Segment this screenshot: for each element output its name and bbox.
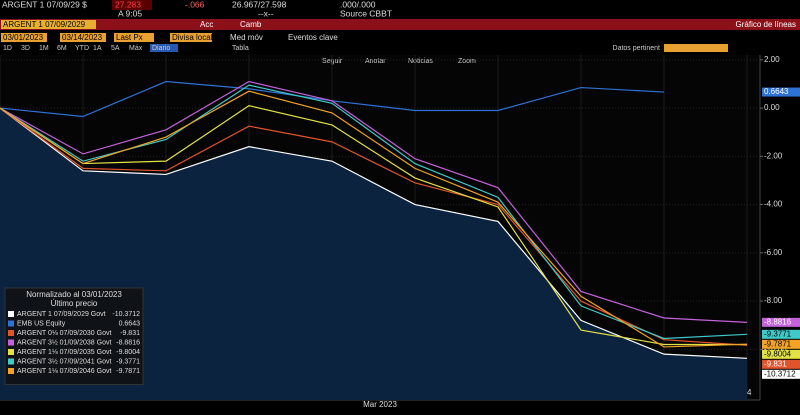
period-button[interactable]: 1D (3, 45, 12, 52)
y-tick-label: -2.00 (764, 151, 783, 160)
series-line (0, 105, 748, 346)
last-value-label: -9.8004 (764, 349, 792, 358)
change: -.066 (185, 0, 205, 9)
series-line (0, 107, 748, 346)
security[interactable]: ARGENT 1 07/09/2029 (3, 20, 86, 29)
series-line (0, 90, 748, 348)
field[interactable]: Last Px (116, 33, 143, 42)
ticker: ARGENT 1 07/09/29 $ (2, 0, 87, 9)
legend-title: Normalizado al 03/01/2023 (26, 290, 122, 299)
legend-value: -8.8816 (116, 339, 140, 346)
legend-label: ARGENT 3½ 01/09/2038 Govt (17, 338, 111, 346)
end-box[interactable] (60, 33, 106, 42)
tool-button[interactable]: Zoom (458, 58, 476, 65)
currency-box[interactable] (170, 33, 212, 42)
period-button[interactable]: Máx (129, 45, 143, 52)
last-value-label: -9.3771 (764, 329, 792, 338)
size: .000/.000 (340, 0, 376, 9)
legend-swatch (8, 358, 14, 365)
legend-swatch (8, 330, 14, 336)
legend-label: EMB US Equity (17, 320, 66, 327)
legend-label: ARGENT 1⅛ 07/09/2035 Govt (17, 349, 111, 356)
legend-value: -9.8004 (116, 349, 140, 356)
table-button[interactable]: Tabla (232, 45, 249, 52)
last-value-label: 0.6643 (764, 87, 789, 96)
actions-menu[interactable]: Acc (200, 20, 213, 29)
security-box[interactable] (1, 20, 96, 29)
related-data[interactable]: Datos pertinent (613, 45, 661, 52)
legend-swatch (8, 368, 14, 374)
last-price: 27.283 (115, 0, 141, 9)
last-box (112, 0, 152, 10)
tool-button[interactable]: Noticias (408, 58, 433, 65)
view-title: Gráfico de líneas (736, 20, 796, 29)
last-value-label: -10.3712 (764, 369, 796, 378)
period-button[interactable]: 1M (39, 45, 49, 52)
legend-swatch (8, 320, 14, 327)
last-value-box (762, 349, 800, 359)
y-tick-label: -8.00 (764, 296, 783, 305)
moving-average[interactable]: Med móv (230, 33, 263, 42)
end-date[interactable]: 03/14/2023 (62, 33, 103, 42)
period-button[interactable]: 1A (93, 45, 102, 52)
bid-ask: 26.967/27.598 (232, 0, 287, 9)
key-events[interactable]: Eventos clave (288, 33, 338, 42)
legend-value: -9.831 (120, 330, 140, 337)
field-box[interactable] (114, 33, 154, 42)
change-menu[interactable]: Camb (240, 20, 262, 29)
tool-button[interactable]: Anotar (365, 58, 386, 65)
mid: --x-- (258, 8, 274, 18)
x-tick-label: 14 (743, 388, 752, 397)
legend-label: ARGENT 1 07/09/2029 Govt (17, 311, 106, 318)
last-value-box (762, 87, 800, 97)
y-tick-label: 0.00 (764, 103, 780, 112)
area (0, 108, 747, 401)
legend-label: ARGENT 3½ 07/09/2041 Govt (17, 357, 111, 365)
y-tick-label: -4.00 (764, 200, 783, 209)
last-value-label: -8.8816 (764, 317, 792, 326)
legend-swatch (8, 339, 14, 346)
last-value-box (762, 329, 800, 339)
last-value-label: -9.831 (764, 359, 787, 368)
y-tick-label: 2.00 (764, 55, 780, 64)
last-value-box (762, 339, 800, 349)
legend-subtitle: Último precio (51, 299, 98, 308)
x-axis-label: Mar 2023 (363, 400, 397, 409)
start-box[interactable] (1, 33, 47, 42)
start-date[interactable]: 03/01/2023 (3, 33, 44, 42)
period-button[interactable]: 6M (57, 45, 67, 52)
frequency-box[interactable] (150, 44, 178, 52)
legend-label: ARGENT 1⅛ 07/09/2046 Govt (17, 368, 111, 375)
period-button[interactable]: 3D (21, 45, 30, 52)
legend-value: -9.7871 (116, 368, 140, 375)
last-value-box (762, 317, 800, 327)
legend-swatch (8, 349, 14, 355)
legend-value: -9.3771 (116, 358, 140, 365)
frequency[interactable]: Diario (152, 45, 170, 52)
related-box[interactable] (664, 44, 728, 52)
currency[interactable]: Divisa local (172, 33, 213, 42)
last-value-box (762, 369, 800, 379)
legend-label: ARGENT 0⅛ 07/09/2030 Govt (17, 330, 111, 337)
time: A 9:05 (118, 8, 142, 18)
command-bar (0, 19, 800, 30)
series-line (0, 80, 748, 323)
legend-swatch (8, 311, 14, 317)
y-tick-label: -10.00 (764, 344, 787, 353)
period-button[interactable]: 5A (111, 45, 120, 52)
source: Source CBBT (340, 8, 392, 18)
y-tick-label: -6.00 (764, 248, 783, 257)
legend-box (4, 287, 144, 385)
last-value-box (762, 359, 800, 369)
last-value-label: -9.7871 (764, 339, 792, 348)
period-button[interactable]: YTD (75, 45, 89, 52)
legend-value: -10.3712 (112, 311, 140, 318)
legend-value: 0.6643 (119, 320, 141, 327)
